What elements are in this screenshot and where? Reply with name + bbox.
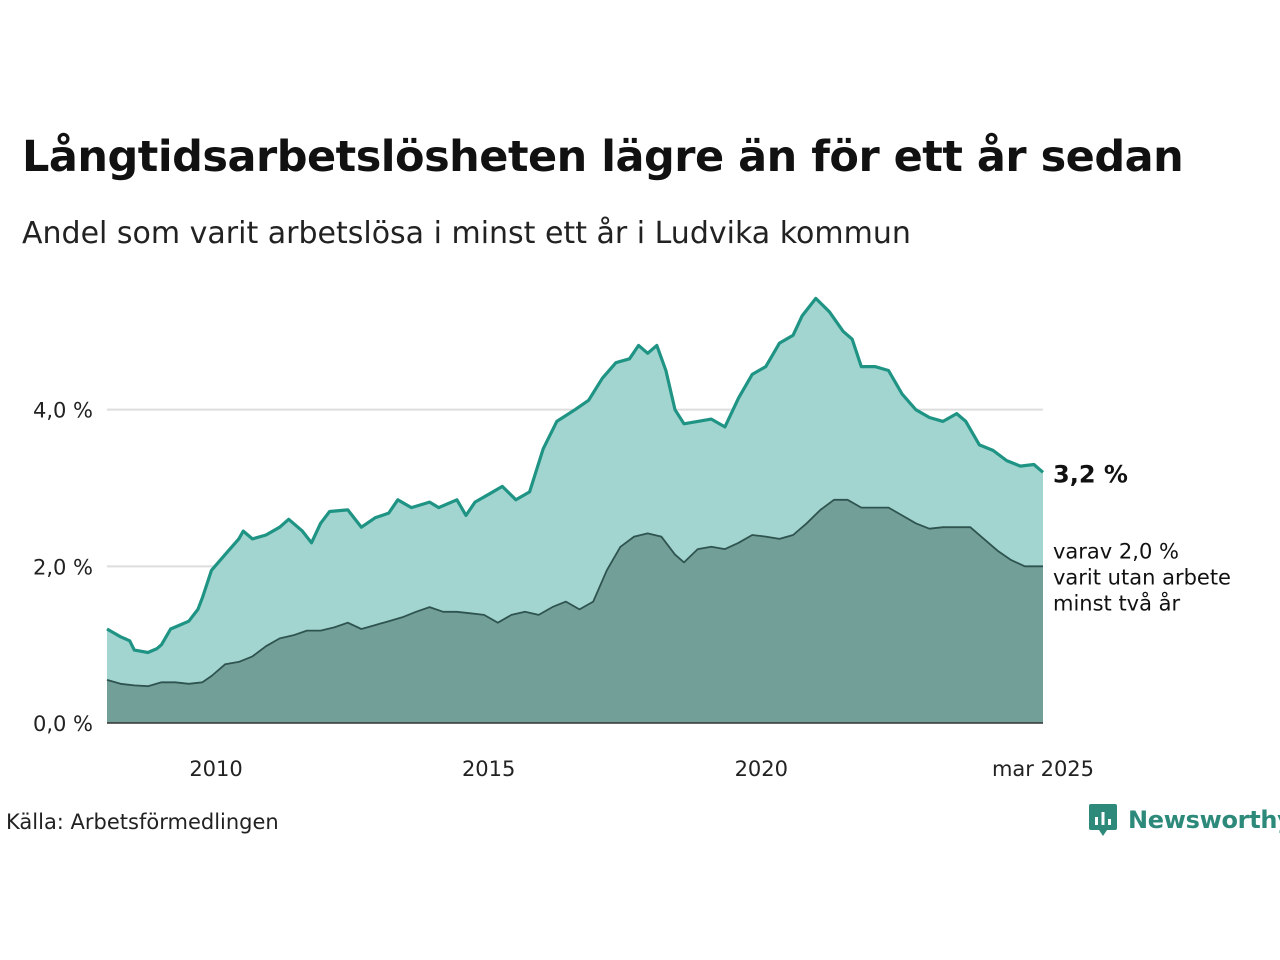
axis-layer: 0,0 % 2,0 % 4,0 % 2010 2015 2020 mar 2025 (33, 399, 1094, 781)
chart-subtitle: Andel som varit arbetslösa i minst ett å… (22, 216, 911, 251)
end-label-total: 3,2 % (1053, 460, 1128, 488)
brand-logo: Newsworthy (1088, 802, 1280, 838)
newsworthy-logo-icon (1089, 804, 1117, 836)
source-note: Källa: Arbetsförmedlingen (6, 810, 279, 834)
y-tick-label: 2,0 % (33, 555, 93, 579)
chart-title: Långtidsarbetslösheten lägre än för ett … (22, 132, 1184, 182)
brand-name: Newsworthy (1128, 806, 1280, 834)
y-tick-label: 4,0 % (33, 399, 93, 423)
x-tick-label: mar 2025 (992, 757, 1094, 781)
end-label-long: varav 2,0 % (1053, 539, 1179, 563)
x-tick-label: 2010 (189, 757, 242, 781)
area-layer (106, 296, 1045, 723)
end-label-long: minst två år (1053, 590, 1181, 615)
x-tick-label: 2015 (462, 757, 515, 781)
series-long-area (107, 499, 1043, 723)
series-long-line (106, 498, 1043, 688)
x-tick-label: 2020 (735, 757, 788, 781)
y-tick-label: 0,0 % (33, 712, 93, 736)
end-label-long: varit utan arbete (1053, 565, 1231, 589)
series-total-line (106, 296, 1045, 655)
